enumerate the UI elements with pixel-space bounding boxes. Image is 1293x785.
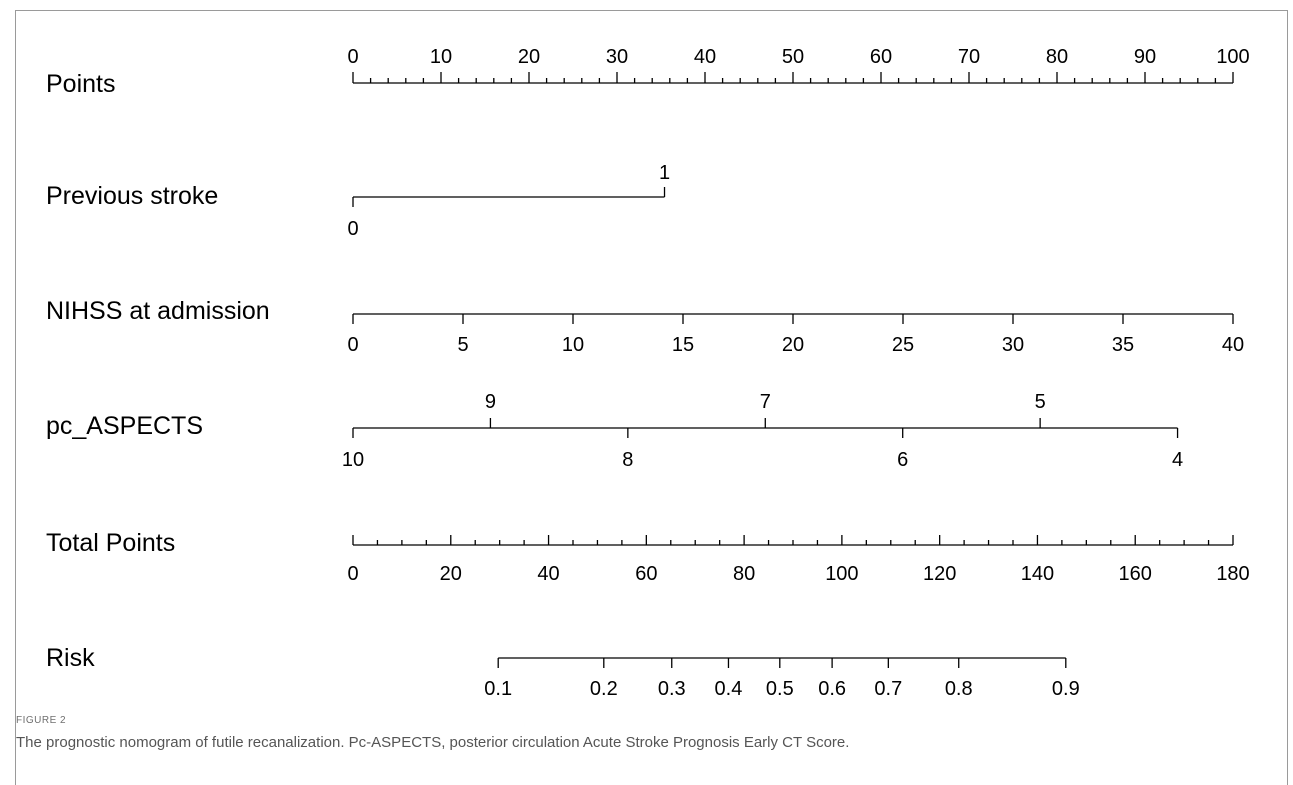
pc-aspects-tick-label: 8 (622, 449, 633, 471)
points-tick-label: 80 (1046, 46, 1068, 68)
pc-aspects-tick-label: 7 (760, 391, 771, 413)
pc-aspects-tick-label: 9 (485, 391, 496, 413)
nihss-at-admission-tick-label: 40 (1222, 334, 1244, 356)
total-points-tick-label: 20 (440, 563, 462, 585)
points-tick-label: 20 (518, 46, 540, 68)
nihss-at-admission-tick-label: 35 (1112, 334, 1134, 356)
nihss-at-admission-tick-label: 15 (672, 334, 694, 356)
risk-tick-label: 0.2 (590, 678, 618, 700)
points-tick-label: 10 (430, 46, 452, 68)
pc-aspects-row-label: pc_ASPECTS (46, 412, 203, 440)
total-points-tick-label: 180 (1216, 563, 1249, 585)
points-tick-label: 0 (347, 46, 358, 68)
nihss-at-admission-tick-label: 10 (562, 334, 584, 356)
risk-tick-label: 0.3 (658, 678, 686, 700)
points-tick-label: 60 (870, 46, 892, 68)
risk-row-label: Risk (46, 644, 95, 672)
risk-tick-label: 0.5 (766, 678, 794, 700)
risk-tick-label: 0.1 (484, 678, 512, 700)
points-tick-label: 50 (782, 46, 804, 68)
points-tick-label: 100 (1216, 46, 1249, 68)
total-points-tick-label: 80 (733, 563, 755, 585)
pc-aspects-tick-label: 5 (1035, 391, 1046, 413)
total-points-tick-label: 60 (635, 563, 657, 585)
pc-aspects-tick-label: 6 (897, 449, 908, 471)
pc-aspects-tick-label: 4 (1172, 449, 1183, 471)
total-points-tick-label: 100 (825, 563, 858, 585)
points-row-label: Points (46, 70, 115, 98)
total-points-row-label: Total Points (46, 529, 175, 557)
previous-stroke-row-label: Previous stroke (46, 182, 218, 210)
risk-tick-label: 0.7 (874, 678, 902, 700)
previous-stroke-tick-label: 1 (659, 162, 670, 184)
points-tick-label: 40 (694, 46, 716, 68)
risk-tick-label: 0.9 (1052, 678, 1080, 700)
nihss-at-admission-tick-label: 5 (457, 334, 468, 356)
previous-stroke-tick-label: 0 (347, 218, 358, 240)
nihss-at-admission-tick-label: 0 (347, 334, 358, 356)
nihss-at-admission-row-label: NIHSS at admission (46, 297, 270, 325)
risk-tick-label: 0.6 (818, 678, 846, 700)
risk-tick-label: 0.4 (715, 678, 743, 700)
figure-label: FIGURE 2 (16, 715, 67, 726)
nihss-at-admission-tick-label: 30 (1002, 334, 1024, 356)
frame-top-border (15, 10, 1288, 11)
total-points-tick-label: 160 (1119, 563, 1152, 585)
frame-left-border (15, 10, 16, 785)
points-tick-label: 70 (958, 46, 980, 68)
points-tick-label: 90 (1134, 46, 1156, 68)
frame-right-border (1287, 10, 1288, 785)
total-points-tick-label: 0 (347, 563, 358, 585)
risk-tick-label: 0.8 (945, 678, 973, 700)
total-points-tick-label: 120 (923, 563, 956, 585)
pc-aspects-tick-label: 10 (342, 449, 364, 471)
nihss-at-admission-tick-label: 20 (782, 334, 804, 356)
total-points-tick-label: 40 (537, 563, 559, 585)
total-points-tick-label: 140 (1021, 563, 1054, 585)
points-tick-label: 30 (606, 46, 628, 68)
figure-caption: The prognostic nomogram of futile recana… (16, 734, 850, 751)
nihss-at-admission-tick-label: 25 (892, 334, 914, 356)
